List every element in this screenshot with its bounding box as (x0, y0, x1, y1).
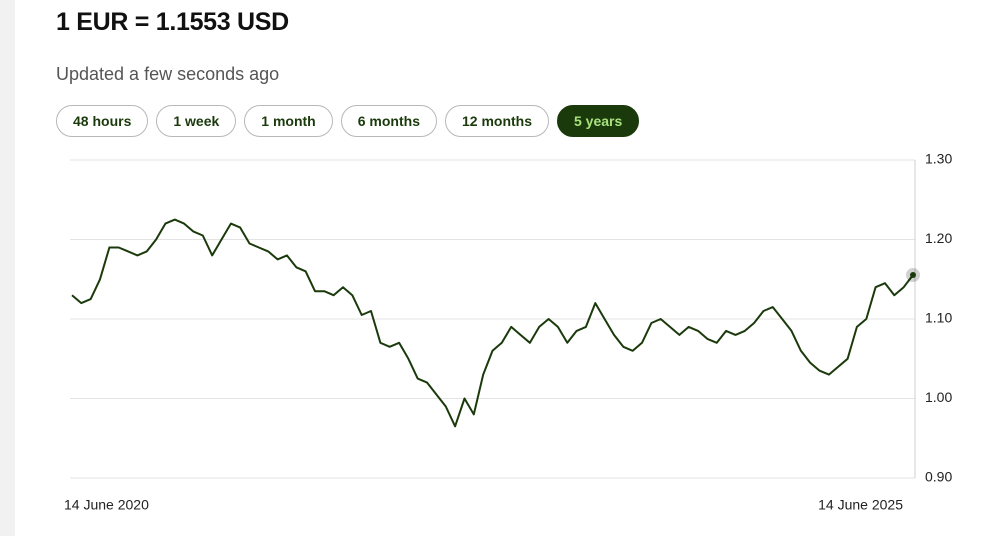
updated-note: Updated a few seconds ago (56, 64, 280, 84)
range-button[interactable]: 5 years (557, 105, 640, 137)
x-tick-label: 14 June 2025 (818, 497, 903, 513)
range-buttons: 48 hours 1 week 1 month 6 months 12 months 5 … (56, 105, 640, 137)
y-tick-label: 0.90 (925, 469, 952, 485)
y-tick-label: 1.00 (925, 389, 952, 405)
range-button[interactable]: 1 week (156, 105, 237, 137)
rate-line (71, 218, 914, 428)
y-tick-label: 1.30 (925, 151, 952, 167)
y-tick-label: 1.10 (925, 310, 952, 326)
y-tick-label: 1.20 (925, 230, 952, 246)
rate-title: 1 EUR = 1.1553 USD (56, 8, 289, 36)
range-button[interactable]: 48 hours (56, 105, 149, 137)
side-strip (0, 0, 15, 536)
range-button[interactable]: 6 months (340, 105, 437, 137)
current-point (910, 272, 916, 279)
x-tick-label: 14 June 2020 (64, 497, 149, 513)
range-button[interactable]: 1 month (244, 105, 333, 137)
range-button[interactable]: 12 months (444, 105, 549, 137)
